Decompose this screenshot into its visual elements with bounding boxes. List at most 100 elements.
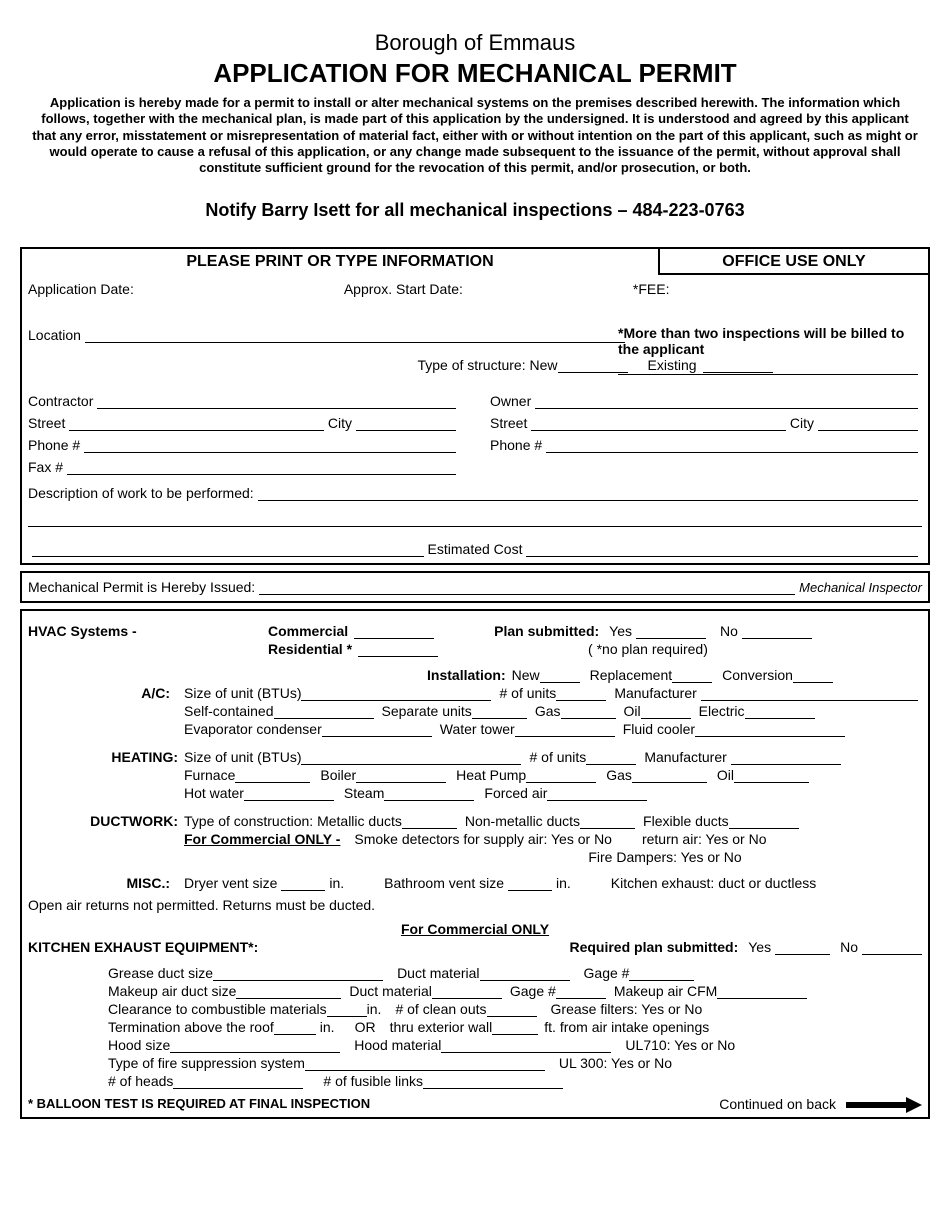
print-type-heading: PLEASE PRINT OR TYPE INFORMATION: [22, 249, 658, 275]
makeup-duct-label: Makeup air duct size: [108, 983, 236, 999]
continued-label: Continued on back: [719, 1096, 836, 1112]
gage-input[interactable]: [629, 967, 694, 981]
gage-label: Gage #: [584, 965, 630, 981]
desc-input-3[interactable]: [32, 541, 424, 557]
owner-input[interactable]: [535, 393, 918, 409]
reqplan-yes-input[interactable]: [775, 941, 830, 955]
ul300-label: UL 300: Yes or No: [559, 1055, 672, 1071]
forcedair-input[interactable]: [547, 787, 647, 801]
residential-input[interactable]: [358, 643, 438, 657]
duct-material-input[interactable]: [480, 967, 570, 981]
hood-material-input[interactable]: [441, 1039, 611, 1053]
return-air-label: return air: Yes or No: [642, 831, 767, 847]
ac-size-input[interactable]: [301, 687, 491, 701]
makeup-gage-input[interactable]: [556, 985, 606, 999]
inspection-note: *More than two inspections will be bille…: [618, 325, 918, 375]
issued-section: Mechanical Permit is Hereby Issued: Mech…: [20, 571, 930, 603]
metallic-input[interactable]: [402, 815, 457, 829]
grease-filters-label: Grease filters: Yes or No: [551, 1001, 703, 1017]
ac-gas-input[interactable]: [561, 705, 616, 719]
contractor-input[interactable]: [97, 393, 456, 409]
bath-vent-input[interactable]: [508, 877, 552, 891]
contractor-label: Contractor: [28, 393, 93, 409]
est-cost-input[interactable]: [526, 541, 918, 557]
legal-text: Application is hereby made for a permit …: [28, 95, 922, 176]
fire-dampers-label: Fire Dampers: Yes or No: [588, 849, 741, 865]
heat-size-label: Size of unit (BTUs): [184, 749, 301, 765]
clearance-input[interactable]: [327, 1003, 367, 1017]
plan-yes-input[interactable]: [636, 625, 706, 639]
fax-label: Fax #: [28, 459, 63, 475]
heads-input[interactable]: [173, 1075, 303, 1089]
ac-electric-input[interactable]: [745, 705, 815, 719]
cleanouts-input[interactable]: [487, 1003, 537, 1017]
fusible-input[interactable]: [423, 1075, 563, 1089]
office-use-heading: OFFICE USE ONLY: [658, 249, 928, 275]
location-input[interactable]: [85, 327, 625, 343]
fire-supp-input[interactable]: [305, 1057, 545, 1071]
fire-supp-label: Type of fire suppression system: [108, 1055, 305, 1071]
heat-units-input[interactable]: [586, 751, 636, 765]
heat-gas-input[interactable]: [632, 769, 707, 783]
furnace-input[interactable]: [235, 769, 310, 783]
hotwater-input[interactable]: [244, 787, 334, 801]
reqplan-no-input[interactable]: [862, 941, 922, 955]
heat-oil-label: Oil: [717, 767, 734, 783]
hood-size-input[interactable]: [170, 1039, 340, 1053]
fluid-cooler-input[interactable]: [695, 723, 845, 737]
thru-wall-input[interactable]: [492, 1021, 538, 1035]
heat-mfr-input[interactable]: [731, 749, 841, 765]
city-input-l[interactable]: [356, 415, 456, 431]
fax-input[interactable]: [67, 459, 456, 475]
desc-label: Description of work to be performed:: [28, 485, 254, 501]
makeup-duct-input[interactable]: [236, 985, 341, 999]
self-contained-input[interactable]: [274, 705, 374, 719]
for-commercial-heading: For Commercial ONLY: [401, 921, 549, 937]
grease-duct-input[interactable]: [213, 967, 383, 981]
page-title: APPLICATION FOR MECHANICAL PERMIT: [20, 58, 930, 89]
install-replacement-input[interactable]: [672, 669, 712, 683]
nonmetallic-input[interactable]: [580, 815, 635, 829]
steam-input[interactable]: [384, 787, 474, 801]
type-structure-label: Type of structure: New: [417, 357, 557, 373]
phone-input-l[interactable]: [84, 437, 456, 453]
ac-oil-label: Oil: [624, 703, 641, 719]
heatpump-input[interactable]: [526, 769, 596, 783]
street-input-r[interactable]: [531, 415, 786, 431]
dryer-vent-input[interactable]: [281, 877, 325, 891]
install-conversion-label: Conversion: [722, 667, 793, 683]
separate-input[interactable]: [472, 705, 527, 719]
flexible-input[interactable]: [729, 815, 799, 829]
makeup-material-input[interactable]: [432, 985, 502, 999]
ac-units-input[interactable]: [556, 687, 606, 701]
heat-size-input[interactable]: [301, 751, 521, 765]
water-tower-input[interactable]: [515, 723, 615, 737]
street-input-l[interactable]: [69, 415, 324, 431]
phone-input-r[interactable]: [546, 437, 918, 453]
hvac-title: HVAC Systems -: [28, 623, 268, 639]
plan-no-label: No: [720, 623, 738, 639]
desc-input-1[interactable]: [258, 485, 918, 501]
plan-no-input[interactable]: [742, 625, 812, 639]
heat-oil-input[interactable]: [734, 769, 809, 783]
borough-name: Borough of Emmaus: [20, 30, 930, 56]
boiler-input[interactable]: [356, 769, 446, 783]
ac-mfr-input[interactable]: [701, 685, 918, 701]
ac-oil-input[interactable]: [641, 705, 691, 719]
issued-input[interactable]: [259, 579, 795, 595]
bath-in-label: in.: [556, 875, 571, 891]
hood-material-label: Hood material: [354, 1037, 441, 1053]
makeup-gage-label: Gage #: [510, 983, 556, 999]
ac-mfr-label: Manufacturer: [614, 685, 696, 701]
city-input-r[interactable]: [818, 415, 918, 431]
termination-input[interactable]: [274, 1021, 316, 1035]
ac-gas-label: Gas: [535, 703, 561, 719]
commercial-input[interactable]: [354, 625, 434, 639]
desc-input-2[interactable]: [28, 511, 922, 527]
water-tower-label: Water tower: [440, 721, 515, 737]
evap-input[interactable]: [322, 723, 432, 737]
install-conversion-input[interactable]: [793, 669, 833, 683]
makeup-cfm-input[interactable]: [717, 985, 807, 999]
or-label: OR: [355, 1019, 376, 1035]
install-new-input[interactable]: [540, 669, 580, 683]
